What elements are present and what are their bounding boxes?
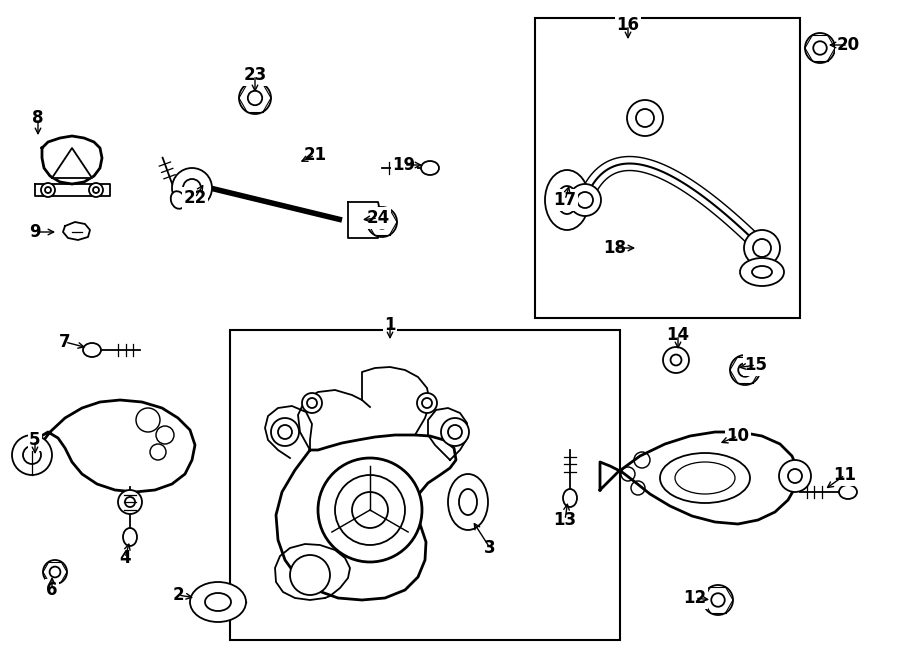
Text: 15: 15: [744, 356, 768, 374]
Circle shape: [744, 230, 780, 266]
Text: 21: 21: [303, 146, 327, 164]
Circle shape: [12, 435, 52, 475]
Circle shape: [730, 355, 760, 385]
Text: 18: 18: [604, 239, 626, 257]
Polygon shape: [348, 202, 382, 238]
Text: 19: 19: [392, 156, 416, 174]
Circle shape: [89, 183, 103, 197]
Text: 11: 11: [833, 466, 857, 484]
Circle shape: [703, 585, 733, 615]
Text: 17: 17: [554, 191, 577, 209]
Text: 7: 7: [59, 333, 71, 351]
Polygon shape: [362, 367, 430, 435]
Circle shape: [352, 492, 388, 528]
Text: 22: 22: [184, 189, 207, 207]
Text: 23: 23: [243, 66, 266, 84]
Ellipse shape: [545, 170, 589, 230]
Ellipse shape: [123, 528, 137, 546]
Polygon shape: [32, 400, 195, 492]
Circle shape: [318, 458, 422, 562]
Text: 9: 9: [29, 223, 40, 241]
Ellipse shape: [448, 474, 488, 530]
Circle shape: [302, 393, 322, 413]
Text: 1: 1: [384, 316, 396, 334]
Polygon shape: [63, 222, 90, 240]
Text: 4: 4: [119, 549, 130, 567]
Text: 6: 6: [46, 581, 58, 599]
Circle shape: [271, 418, 299, 446]
Polygon shape: [276, 435, 456, 600]
Polygon shape: [275, 544, 350, 600]
Ellipse shape: [83, 343, 101, 357]
Bar: [535, 18, 800, 318]
Polygon shape: [265, 406, 312, 458]
Polygon shape: [298, 390, 370, 450]
Circle shape: [779, 460, 811, 492]
Ellipse shape: [171, 191, 185, 209]
Ellipse shape: [190, 582, 246, 622]
Ellipse shape: [740, 258, 784, 286]
Polygon shape: [52, 148, 92, 178]
Ellipse shape: [839, 485, 857, 499]
Circle shape: [172, 168, 212, 208]
Circle shape: [43, 560, 67, 584]
Circle shape: [663, 347, 689, 373]
Circle shape: [118, 490, 142, 514]
Text: 16: 16: [616, 16, 640, 34]
Text: 8: 8: [32, 109, 44, 127]
Circle shape: [417, 393, 437, 413]
Circle shape: [335, 475, 405, 545]
Circle shape: [441, 418, 469, 446]
Text: 3: 3: [484, 539, 496, 557]
Circle shape: [805, 33, 835, 63]
Text: 12: 12: [683, 589, 706, 607]
Circle shape: [627, 100, 663, 136]
Circle shape: [367, 207, 397, 237]
Circle shape: [41, 183, 55, 197]
Text: 24: 24: [366, 209, 390, 227]
Circle shape: [569, 184, 601, 216]
Text: 13: 13: [554, 511, 577, 529]
Polygon shape: [35, 184, 110, 196]
Circle shape: [290, 555, 330, 595]
Text: 2: 2: [172, 586, 184, 604]
Bar: [230, 330, 620, 640]
Ellipse shape: [421, 161, 439, 175]
Polygon shape: [42, 136, 102, 184]
Polygon shape: [428, 408, 468, 460]
Text: 10: 10: [726, 427, 750, 445]
Ellipse shape: [563, 489, 577, 507]
Polygon shape: [600, 432, 798, 524]
Text: 5: 5: [29, 431, 40, 449]
Text: 14: 14: [666, 326, 689, 344]
Circle shape: [239, 82, 271, 114]
Text: 20: 20: [836, 36, 860, 54]
